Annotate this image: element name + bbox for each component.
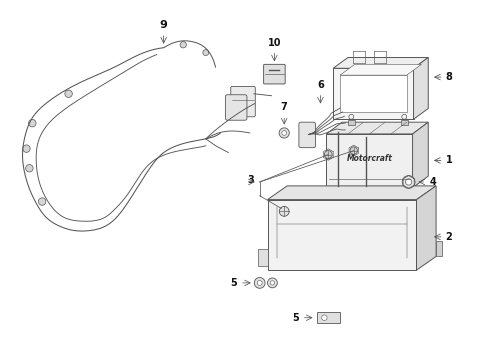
Text: 5: 5 [230, 278, 237, 288]
Circle shape [402, 176, 414, 188]
Polygon shape [339, 75, 406, 112]
Text: 10: 10 [267, 38, 281, 48]
Circle shape [279, 207, 288, 216]
Text: 9: 9 [160, 20, 167, 30]
Bar [400, 120, 407, 125]
Text: 5: 5 [291, 313, 298, 323]
Circle shape [22, 145, 30, 152]
Polygon shape [339, 64, 421, 75]
Circle shape [257, 280, 262, 285]
Polygon shape [267, 199, 416, 270]
FancyBboxPatch shape [230, 86, 255, 117]
Circle shape [405, 179, 411, 185]
Polygon shape [316, 312, 339, 323]
Circle shape [267, 278, 277, 288]
Text: 1: 1 [445, 156, 451, 165]
Polygon shape [257, 249, 267, 266]
Circle shape [279, 128, 289, 138]
Polygon shape [416, 186, 435, 270]
Circle shape [349, 147, 357, 154]
Text: 4: 4 [428, 177, 435, 187]
Bar [347, 120, 354, 125]
Polygon shape [325, 122, 427, 134]
Polygon shape [267, 186, 435, 199]
Text: 6: 6 [316, 80, 323, 90]
Circle shape [324, 150, 331, 158]
Text: Motorcraft: Motorcraft [346, 154, 391, 163]
Polygon shape [412, 122, 427, 188]
Text: 8: 8 [445, 72, 451, 82]
FancyBboxPatch shape [298, 122, 315, 148]
Polygon shape [435, 241, 441, 256]
Circle shape [203, 50, 208, 55]
Circle shape [28, 120, 36, 127]
FancyBboxPatch shape [225, 95, 246, 120]
Polygon shape [332, 68, 413, 119]
Circle shape [180, 42, 186, 48]
Text: 3: 3 [246, 175, 253, 185]
Circle shape [321, 315, 326, 320]
Circle shape [281, 131, 286, 135]
Circle shape [270, 281, 274, 285]
Text: 2: 2 [445, 232, 451, 242]
Circle shape [254, 278, 264, 288]
Polygon shape [332, 58, 427, 68]
Circle shape [65, 90, 72, 98]
Text: 7: 7 [280, 102, 287, 112]
FancyBboxPatch shape [263, 64, 285, 84]
Polygon shape [325, 134, 412, 188]
Circle shape [39, 198, 46, 205]
Circle shape [25, 165, 33, 172]
Polygon shape [413, 58, 427, 119]
